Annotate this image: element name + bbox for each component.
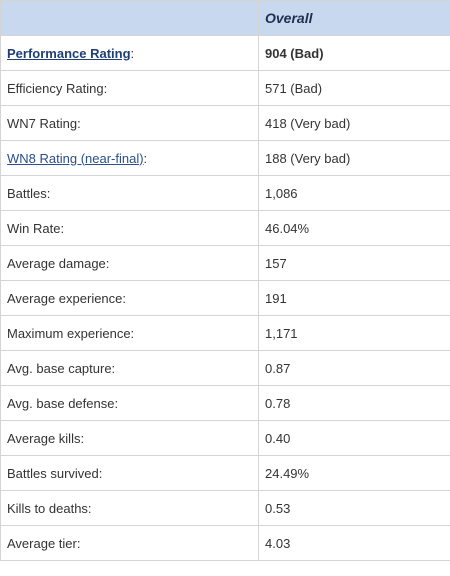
win-rate-value: 46.04% xyxy=(258,210,450,246)
row-label-cell: WN8 Rating (near-final): xyxy=(0,140,259,176)
average-experience-value: 191 xyxy=(258,280,450,316)
avg-base-defense-value: 0.78 xyxy=(258,385,450,421)
table-row: WN7 Rating: 418 (Very bad) xyxy=(0,105,450,141)
average-tier-label: Average tier: xyxy=(0,525,259,561)
table-row: Efficiency Rating: 571 (Bad) xyxy=(0,70,450,106)
table-row: Maximum experience: 1,171 xyxy=(0,315,450,351)
avg-base-defense-label: Avg. base defense: xyxy=(0,385,259,421)
average-kills-label: Average kills: xyxy=(0,420,259,456)
average-experience-label: Average experience: xyxy=(0,280,259,316)
table-row: Avg. base defense: 0.78 xyxy=(0,385,450,421)
performance-rating-value: 904 (Bad) xyxy=(258,35,450,71)
wn7-rating-label: WN7 Rating: xyxy=(0,105,259,141)
average-damage-value: 157 xyxy=(258,245,450,281)
average-kills-value: 0.40 xyxy=(258,420,450,456)
table-row: Win Rate: 46.04% xyxy=(0,210,450,246)
table-row: Performance Rating: 904 (Bad) xyxy=(0,35,450,71)
table-row: Avg. base capture: 0.87 xyxy=(0,350,450,386)
table-row: Average experience: 191 xyxy=(0,280,450,316)
row-label-cell: Performance Rating: xyxy=(0,35,259,71)
header-row: Overall xyxy=(0,0,450,36)
win-rate-label: Win Rate: xyxy=(0,210,259,246)
battles-value: 1,086 xyxy=(258,175,450,211)
table-row: Kills to deaths: 0.53 xyxy=(0,490,450,526)
efficiency-rating-value: 571 (Bad) xyxy=(258,70,450,106)
kills-to-deaths-label: Kills to deaths: xyxy=(0,490,259,526)
performance-rating-colon: : xyxy=(130,45,135,61)
avg-base-capture-label: Avg. base capture: xyxy=(0,350,259,386)
battles-survived-label: Battles survived: xyxy=(0,455,259,491)
table-row: Battles: 1,086 xyxy=(0,175,450,211)
table-row: Average tier: 4.03 xyxy=(0,525,450,561)
battles-survived-value: 24.49% xyxy=(258,455,450,491)
table-row: Average kills: 0.40 xyxy=(0,420,450,456)
kills-to-deaths-value: 0.53 xyxy=(258,490,450,526)
maximum-experience-value: 1,171 xyxy=(258,315,450,351)
wn7-rating-value: 418 (Very bad) xyxy=(258,105,450,141)
table-row: WN8 Rating (near-final): 188 (Very bad) xyxy=(0,140,450,176)
stats-table: Overall Performance Rating: 904 (Bad) Ef… xyxy=(0,0,450,561)
maximum-experience-label: Maximum experience: xyxy=(0,315,259,351)
table-row: Battles survived: 24.49% xyxy=(0,455,450,491)
wn8-rating-link[interactable]: WN8 Rating (near-final) xyxy=(7,150,144,166)
header-blank-cell xyxy=(0,0,259,36)
wn8-rating-value: 188 (Very bad) xyxy=(258,140,450,176)
wn8-rating-colon: : xyxy=(143,150,148,166)
avg-base-capture-value: 0.87 xyxy=(258,350,450,386)
average-damage-label: Average damage: xyxy=(0,245,259,281)
table-row: Average damage: 157 xyxy=(0,245,450,281)
header-overall: Overall xyxy=(258,0,450,36)
battles-label: Battles: xyxy=(0,175,259,211)
efficiency-rating-label: Efficiency Rating: xyxy=(0,70,259,106)
performance-rating-link[interactable]: Performance Rating xyxy=(7,45,131,61)
average-tier-value: 4.03 xyxy=(258,525,450,561)
